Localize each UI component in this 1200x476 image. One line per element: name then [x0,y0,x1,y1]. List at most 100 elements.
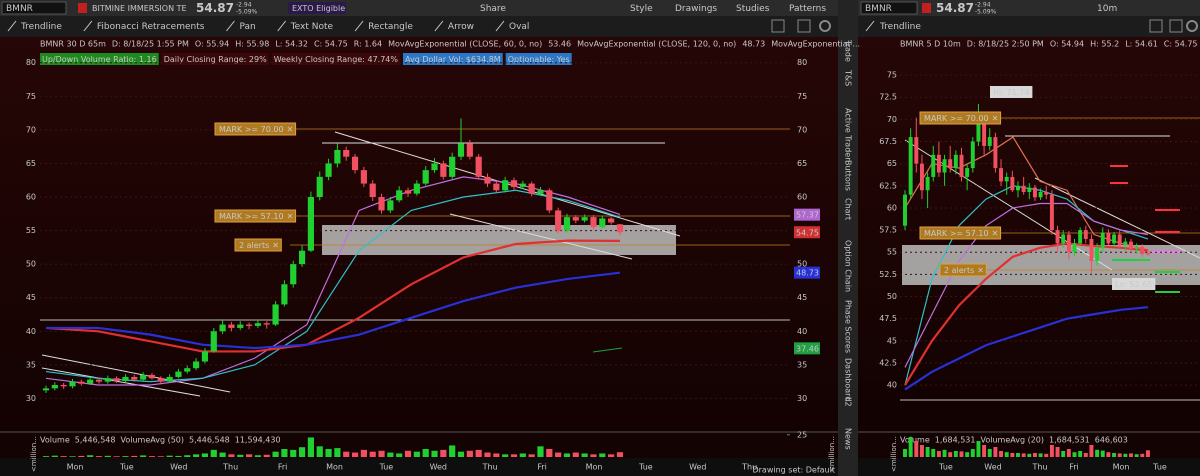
side-tab[interactable]: Buttons [844,160,853,191]
symbol-input[interactable] [1,1,67,15]
candle-body [919,163,924,191]
side-tab[interactable]: T&S [844,69,853,86]
right-chart-area [858,37,1200,432]
grid-icon[interactable] [797,19,811,33]
volume-bar [457,451,465,457]
drawing-tool[interactable]: Pan [239,22,255,32]
volume-bar [1129,453,1133,457]
left-date-axis [0,458,838,476]
grid-icon[interactable] [771,19,785,33]
volume-bar [936,451,941,457]
volume-bar [1083,453,1088,457]
side-tab[interactable]: Option Chain [844,240,853,292]
candle-body [237,324,244,328]
side-tab[interactable]: L2 [844,397,853,407]
volume-header: 1,684,531 [935,436,976,445]
volume-bar [263,454,270,457]
side-tab[interactable]: Trade [844,39,853,62]
y-tick-label: 75 [887,71,897,80]
toolbar-button[interactable]: Patterns [789,4,826,14]
study-label-box [271,53,400,65]
price-bubble [794,342,820,355]
candle-body [404,190,412,194]
alert-close[interactable]: ✕ [272,241,279,250]
candle-body [272,304,279,325]
candle-body [42,388,50,391]
chart-header: O: 55.94 [195,40,229,49]
candle-body [325,163,332,177]
candle-body [422,170,429,184]
x-tick-label: Tue [638,463,653,472]
side-tab[interactable]: Dashboard [844,358,853,401]
toolbar-button[interactable]: Studies [736,4,770,14]
alert-close[interactable]: ✕ [977,266,984,275]
candle-body [546,190,553,211]
toolbar-button[interactable]: Drawings [675,4,717,14]
y-tick-label: 35 [26,360,36,369]
price-bubble [794,226,820,239]
alert-close[interactable]: ✕ [287,125,294,134]
drawing-tool[interactable]: Arrow [448,22,474,32]
volume-bar [42,456,50,457]
moving-average [904,242,1149,386]
volume-bar [1004,452,1009,457]
settings-icon[interactable] [819,20,831,32]
volume-bar [537,446,544,457]
side-tab[interactable]: Chart [844,198,853,220]
volume-bar [942,449,947,457]
candle-body [131,376,138,380]
alert-close[interactable]: ✕ [992,229,999,238]
side-tab[interactable]: News [844,428,853,450]
y-tick-label: 40 [26,327,36,336]
volume-bar [78,455,85,457]
volume-bar [581,453,588,457]
price-bubble-label: 57.37 [796,211,819,220]
candle-body [466,143,473,157]
volume-bar [140,455,147,457]
side-tab[interactable]: Phase Scores [844,300,853,353]
y-tick-label: 80 [26,58,36,67]
alert-box [234,238,282,252]
drawing-tool[interactable]: Oval [509,22,529,32]
price-bubble-label: 54.75 [796,228,819,237]
y-tick-label: 60 [26,193,36,202]
settings-icon[interactable] [1186,20,1198,32]
candle-body [193,361,200,369]
drawing-tool[interactable]: Text Note [290,22,334,32]
grid-icon[interactable] [1149,19,1163,33]
candle-body [351,156,359,171]
candle-body [1106,232,1111,244]
volume-bar [925,447,930,457]
candle-body [942,159,947,173]
drawing-tool[interactable]: Trendline [879,22,921,32]
grid-icon[interactable] [1169,19,1183,33]
drawing-tool[interactable]: Trendline [20,22,62,32]
x-tick-label: Mon [586,463,603,472]
candle-body [457,143,465,157]
volume-bar [555,452,562,457]
price-bubble-label: 37.46 [796,344,819,353]
y-tick-label: 65 [887,159,897,168]
symbol-input[interactable] [860,1,918,15]
drawing-tool[interactable]: Rectangle [368,22,413,32]
x-tick-label: Wed [984,463,1001,472]
interval[interactable]: 10m [1097,4,1117,14]
candle-body [519,183,526,187]
drawing-tool[interactable]: Fibonacci Retracements [97,22,205,32]
x-tick-label: Wed [689,463,706,472]
candle-body [555,210,562,231]
toolbar-button[interactable]: Style [630,4,653,14]
volume-bar [1049,445,1054,457]
y-tick-label: 55 [26,226,36,235]
side-tab[interactable]: Active Trader [844,108,853,161]
trendline-drawing [41,367,201,397]
candle-body [590,217,597,228]
tool-icon [277,20,287,32]
toolbar-button[interactable]: Share [480,4,506,14]
volume-bar [254,455,262,457]
alert-close[interactable]: ✕ [287,212,294,221]
alert-close[interactable]: ✕ [992,114,999,123]
study-label: Weekly Closing Range: 47.74% [274,55,399,64]
